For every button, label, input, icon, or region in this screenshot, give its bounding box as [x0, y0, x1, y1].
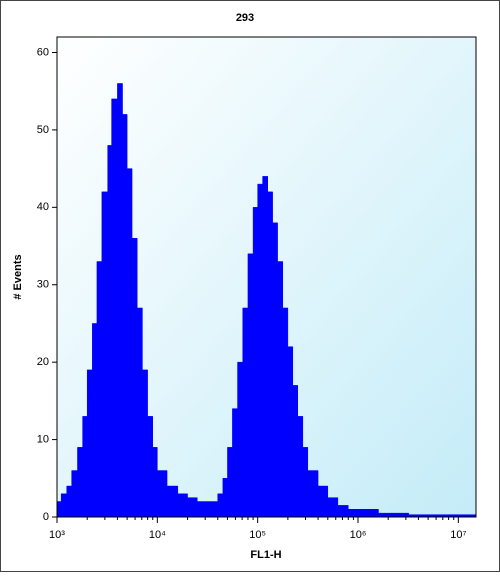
y-tick-label: 10: [37, 433, 49, 445]
x-tick-label: 10⁷: [450, 529, 466, 541]
y-tick-label: 0: [43, 511, 49, 523]
y-tick-label: 50: [37, 124, 49, 136]
y-tick-label: 40: [37, 201, 49, 213]
x-tick-label: 10⁶: [350, 529, 367, 541]
y-axis-label: # Events: [12, 254, 24, 299]
x-tick-label: 10⁴: [149, 529, 166, 541]
chart-title: 293: [236, 12, 254, 24]
x-tick-label: 10³: [49, 529, 65, 541]
y-tick-label: 60: [37, 46, 49, 58]
plot-border: [56, 36, 477, 518]
y-tick-label: 20: [37, 356, 49, 368]
x-axis-label: FL1-H: [250, 549, 281, 561]
histogram-area: [56, 83, 477, 518]
y-tick-label: 30: [37, 279, 49, 291]
x-tick-label: 10⁵: [249, 529, 266, 541]
